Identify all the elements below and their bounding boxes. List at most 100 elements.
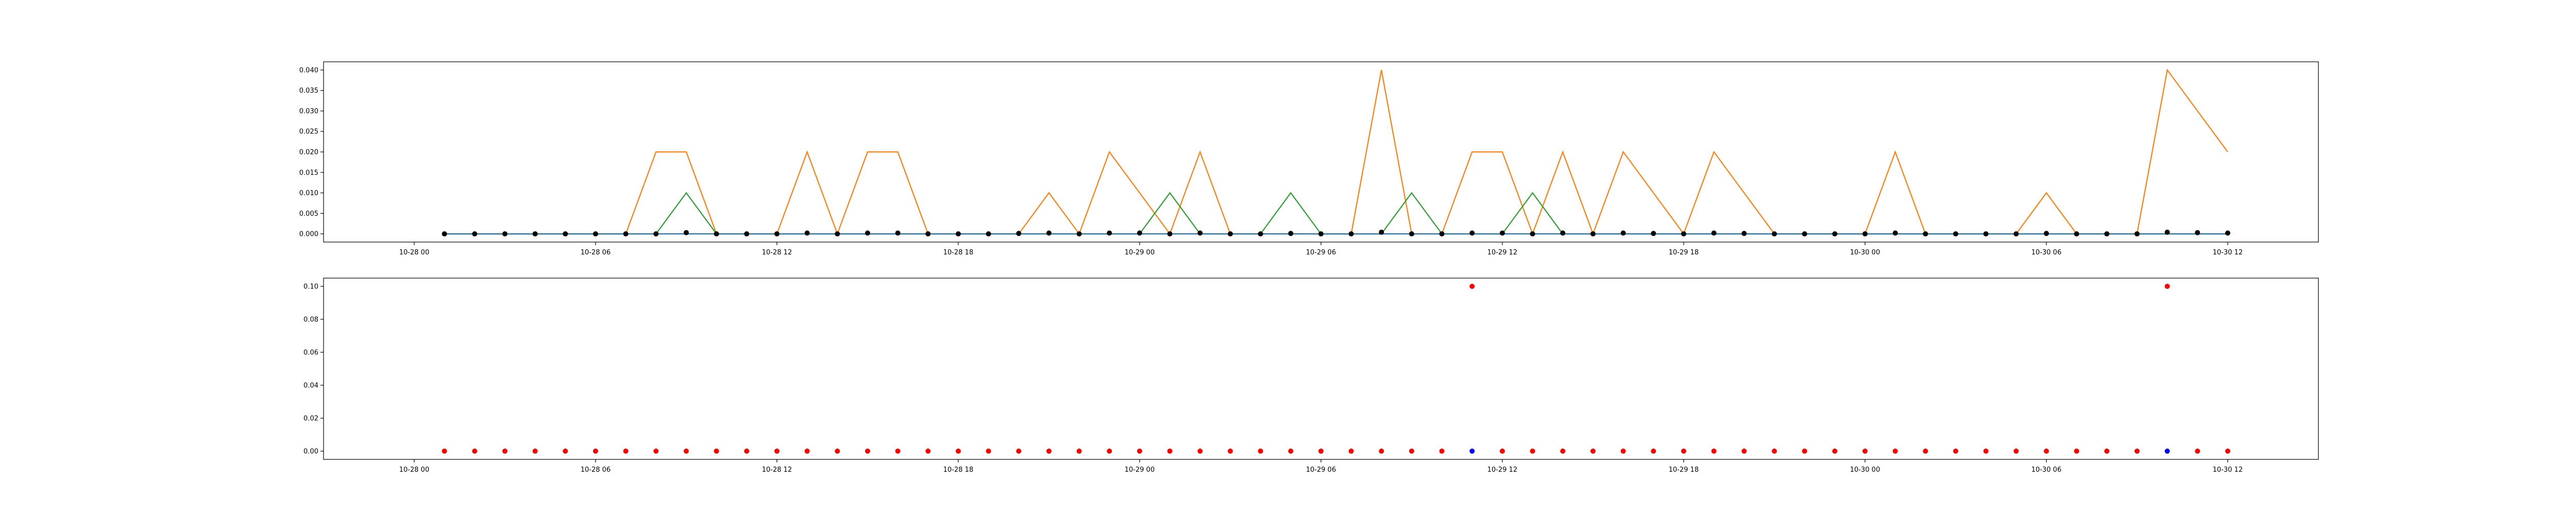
- scatter-point-red: [1862, 449, 1868, 454]
- scatter-point-red: [1772, 449, 1777, 454]
- data-point: [1772, 231, 1777, 237]
- series-line-1: [444, 192, 2228, 235]
- data-point: [1016, 231, 1022, 236]
- data-point: [593, 231, 598, 237]
- bottom-scatter-chart: 10-28 00 10-28 06 10-28 12 10-28 18 10-29 00…: [303, 278, 2319, 474]
- data-point: [804, 230, 810, 236]
- scatter-point-red: [1741, 449, 1747, 454]
- data-point: [1469, 230, 1475, 236]
- scatter-point-red: [1711, 449, 1717, 454]
- top-x-tick-label: 10-29 12: [1487, 249, 1517, 256]
- data-point: [442, 231, 447, 237]
- scatter-point-red: [593, 449, 598, 454]
- data-point: [1500, 230, 1505, 236]
- scatter-point-red: [1197, 449, 1203, 454]
- data-point: [1288, 231, 1294, 236]
- scatter-point-red: [2013, 449, 2019, 454]
- scatter-point-red: [1107, 449, 1112, 454]
- scatter-point-red: [653, 449, 659, 454]
- data-point: [2195, 230, 2200, 235]
- scatter-point-red: [1832, 449, 1838, 454]
- scatter-point-red: [1318, 449, 1324, 454]
- bottom-x-tick-label: 10-28 00: [399, 466, 429, 474]
- data-point: [1228, 231, 1233, 237]
- scatter-point-red: [1258, 449, 1263, 454]
- scatter-point-red: [835, 449, 840, 454]
- bottom-y-tick-label: 0.08: [303, 316, 318, 324]
- scatter-point-red: [1983, 449, 1989, 454]
- data-point: [2164, 229, 2170, 235]
- scatter-point-red: [1892, 449, 1898, 454]
- data-point: [1167, 231, 1173, 237]
- data-point: [1620, 230, 1626, 236]
- scatter-point-red: [1167, 449, 1173, 454]
- top-x-tick-label: 10-28 12: [762, 249, 792, 256]
- top-y-tick-label: 0.025: [299, 128, 318, 136]
- scatter-point-red: [895, 449, 901, 454]
- data-point: [1590, 231, 1596, 237]
- scatter-point-red: [774, 449, 779, 454]
- data-point: [2013, 231, 2019, 237]
- top-x-tick-label: 10-28 06: [581, 249, 611, 256]
- top-y-tick-label: 0.005: [299, 210, 318, 218]
- bottom-x-tick-label: 10-29 18: [1669, 466, 1699, 474]
- top-y-tick-label: 0.000: [299, 231, 318, 238]
- top-x-tick-label: 10-30 06: [2031, 249, 2061, 256]
- data-point: [835, 231, 840, 237]
- scatter-point-red: [865, 449, 870, 454]
- scatter-point-red: [986, 449, 991, 454]
- scatter-point-blue: [1469, 449, 1475, 454]
- scatter-point-red: [744, 449, 750, 454]
- data-point: [714, 231, 719, 237]
- bottom-y-tick-label: 0.10: [303, 283, 318, 291]
- data-point: [925, 231, 931, 237]
- top-x-tick-label: 10-29 06: [1306, 249, 1336, 256]
- top-y-tick-label: 0.020: [299, 149, 318, 157]
- top-x-tick-label: 10-29 00: [1125, 249, 1155, 256]
- scatter-point-red: [532, 449, 538, 454]
- scatter-point-red: [1953, 449, 1958, 454]
- data-point: [1046, 230, 1052, 236]
- data-point: [1923, 231, 1928, 237]
- data-point: [1137, 230, 1142, 236]
- scatter-point-red: [1046, 449, 1052, 454]
- data-point: [502, 231, 507, 237]
- data-point: [774, 231, 779, 237]
- data-point: [1741, 231, 1747, 236]
- top-x-tick-label: 10-28 18: [943, 249, 973, 256]
- data-point: [1379, 229, 1384, 235]
- top-y-tick-label: 0.035: [299, 87, 318, 95]
- scatter-point-red: [502, 449, 507, 454]
- data-point: [1439, 231, 1445, 237]
- data-point: [2044, 231, 2049, 236]
- scatter-point-red: [1379, 449, 1384, 454]
- data-point: [895, 230, 901, 236]
- top-y-tick-label: 0.010: [299, 190, 318, 197]
- scatter-point-red: [1802, 449, 1807, 454]
- data-point: [684, 230, 689, 235]
- data-point: [986, 231, 991, 237]
- data-point: [1892, 230, 1898, 236]
- data-point: [865, 230, 870, 236]
- scatter-point-red: [1137, 449, 1142, 454]
- scatter-point-red: [2134, 449, 2140, 454]
- bottom-x-tick-label: 10-30 06: [2031, 466, 2061, 474]
- scatter-point-red: [563, 449, 568, 454]
- bottom-plot-frame: [323, 278, 2319, 460]
- scatter-point-red: [1560, 449, 1566, 454]
- bottom-y-tick-label: 0.06: [303, 349, 318, 357]
- bottom-x-tick-label: 10-29 06: [1306, 466, 1336, 474]
- top-y-tick-label: 0.040: [299, 66, 318, 74]
- scatter-point-red: [714, 449, 719, 454]
- scatter-point-red: [1620, 449, 1626, 454]
- scatter-point-red: [2195, 449, 2200, 454]
- data-point: [1197, 230, 1203, 236]
- bottom-x-tick-label: 10-28 12: [762, 466, 792, 474]
- top-x-tick-label: 10-30 12: [2213, 249, 2243, 256]
- data-point: [2104, 231, 2110, 237]
- bottom-y-tick-label: 0.02: [303, 415, 318, 423]
- data-point: [1409, 231, 1414, 237]
- bottom-x-tick-label: 10-28 06: [581, 466, 611, 474]
- top-y-tick-label: 0.030: [299, 108, 318, 115]
